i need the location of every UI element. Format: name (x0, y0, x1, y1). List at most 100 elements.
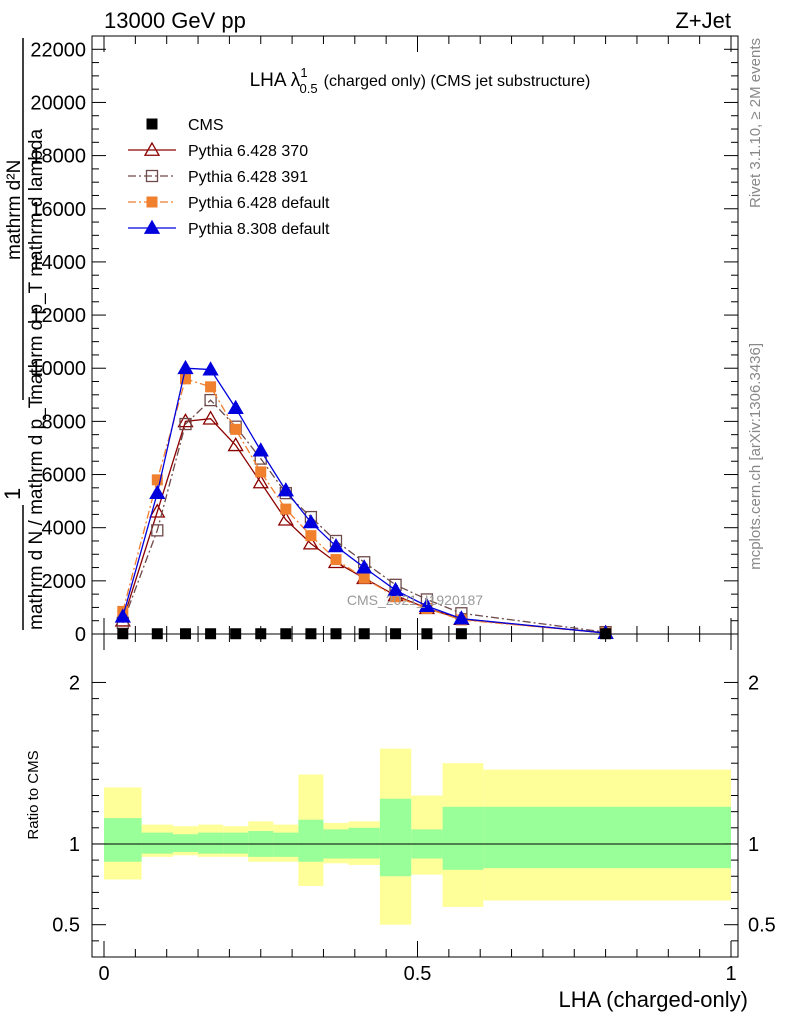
y-tick-label: 6000 (42, 465, 87, 487)
legend-label: Pythia 6.428 default (188, 195, 330, 212)
ratio-y-tick-label: 2 (69, 672, 80, 694)
data-point (114, 608, 131, 623)
ratio-y-tick-label-right: 1 (748, 834, 759, 856)
ratio-stat-band (273, 832, 299, 857)
ratio-stat-band (198, 832, 224, 854)
y-label-line-4: mathrm d N / mathrm d p_T (26, 396, 47, 630)
x-tick-label: 1 (725, 963, 736, 985)
x-axis-label: LHA (charged-only) (558, 987, 748, 1012)
plot-title-main: LHA λ (250, 70, 301, 91)
header-collision: 13000 GeV pp (104, 8, 246, 33)
data-point (327, 537, 345, 553)
plot-title-sub: 0.5 (300, 81, 318, 96)
data-point (453, 610, 470, 625)
ratio-stat-band (483, 806, 731, 869)
plot-title-sup: 1 (300, 65, 307, 80)
data-point (252, 442, 269, 457)
data-point (252, 474, 269, 489)
data-point (204, 393, 217, 407)
ratio-panel: 0.5 0.5 1 1 2 2 0 0.5 1 Ratio to CMS LHA (charg… (25, 633, 776, 1012)
data-point (202, 361, 219, 376)
data-point (418, 597, 436, 612)
data-point (280, 503, 292, 515)
legend-entry: Pythia 8.308 default (128, 219, 330, 238)
y-label-line-3: 1 (0, 488, 25, 500)
y-label-line-2: mathrm d p_T mathrm d lambda (26, 129, 47, 400)
data-point (180, 373, 192, 385)
legend-label: Pythia 6.428 391 (188, 169, 308, 186)
data-point (179, 417, 192, 431)
ratio-y-tick-label: 0.5 (52, 915, 80, 937)
data-point (255, 466, 267, 478)
data-point (151, 474, 163, 486)
watermark: CMS_2021_I1920187 (347, 592, 483, 608)
y-tick-label: 16000 (30, 199, 86, 221)
ratio-stat-band (348, 827, 380, 859)
data-point (356, 559, 373, 574)
main-panel: 0 2000 4000 6000 8000 10000 12000 14000 16000 180… (30, 35, 739, 646)
ratio-bands (104, 748, 731, 925)
ratio-y-tick-label-right: 2 (748, 672, 759, 694)
main-y-label: mathrm d²N mathrm d p_T mathrm d lambda … (0, 38, 47, 630)
data-point (151, 524, 164, 537)
legend-entry: Pythia 6.428 370 (128, 141, 308, 160)
data-point (202, 410, 219, 425)
data-point (277, 482, 294, 497)
y-tick-label: 10000 (30, 358, 86, 380)
ratio-x-axis: 0 0.5 1 (98, 634, 737, 985)
legend-marker (146, 118, 158, 130)
ratio-stat-band (141, 832, 173, 854)
plot-title-rest: (charged only) (CMS jet substructure) (324, 73, 591, 90)
data-point (149, 503, 166, 518)
y-tick-label: 4000 (42, 518, 87, 540)
ratio-y-tick-label-right: 0.5 (748, 915, 776, 937)
ratio-stat-band (298, 819, 324, 862)
data-point (387, 581, 404, 597)
y-tick-label: 20000 (30, 92, 86, 114)
series-3 (117, 373, 612, 639)
data-point (277, 511, 294, 526)
data-point (227, 436, 244, 452)
data-point (390, 591, 402, 603)
legend-label: Pythia 6.428 370 (188, 143, 308, 160)
legend-marker (143, 141, 161, 156)
data-point (330, 554, 342, 566)
y-tick-label: 12000 (30, 305, 86, 327)
data-point (230, 423, 242, 435)
y-tick-label: 18000 (30, 146, 86, 168)
legend-label: CMS (188, 117, 224, 134)
ratio-stat-band (104, 818, 142, 862)
ratio-stat-band (379, 798, 412, 877)
y-tick-label: 22000 (30, 39, 86, 61)
ratio-y-label: Ratio to CMS (25, 750, 42, 839)
legend-marker (146, 196, 158, 208)
main-y-axis: 0 2000 4000 6000 8000 10000 12000 14000 16000 180… (30, 39, 738, 646)
plot-title: LHA λ1 0.5 (charged only) (CMS jet substru… (250, 65, 591, 96)
legend-entry: Pythia 6.428 391 (128, 169, 308, 186)
ratio-stat-band (442, 806, 484, 870)
y-tick-label: 2000 (42, 571, 87, 593)
series-4 (114, 359, 614, 639)
x-tick-label: 0 (98, 963, 109, 985)
x-tick-label: 0.5 (404, 963, 432, 985)
legend: CMS Pythia 6.428 370 Pythia 6.428 391 Pythi… (128, 117, 330, 238)
data-point (358, 572, 370, 584)
y-label-line-1: mathrm d²N (4, 160, 25, 260)
data-point (149, 484, 166, 500)
legend-entry: CMS (146, 117, 224, 134)
legend-marker (143, 219, 161, 234)
y-tick-label: 0 (75, 624, 86, 646)
mcplots-label: mcplots.cern.ch [arXiv:1306.3436] (747, 343, 764, 570)
legend-label: Pythia 8.308 default (188, 221, 330, 238)
ratio-stat-band (172, 834, 199, 853)
ratio-y-axis: 0.5 0.5 1 1 2 2 (52, 672, 776, 942)
legend-marker (145, 169, 159, 183)
data-point (305, 530, 317, 542)
data-point (227, 399, 244, 414)
data-point (302, 535, 320, 550)
y-tick-label: 8000 (42, 411, 87, 433)
y-tick-label: 14000 (30, 252, 86, 274)
data-point (177, 359, 194, 375)
ratio-stat-band (223, 832, 249, 854)
